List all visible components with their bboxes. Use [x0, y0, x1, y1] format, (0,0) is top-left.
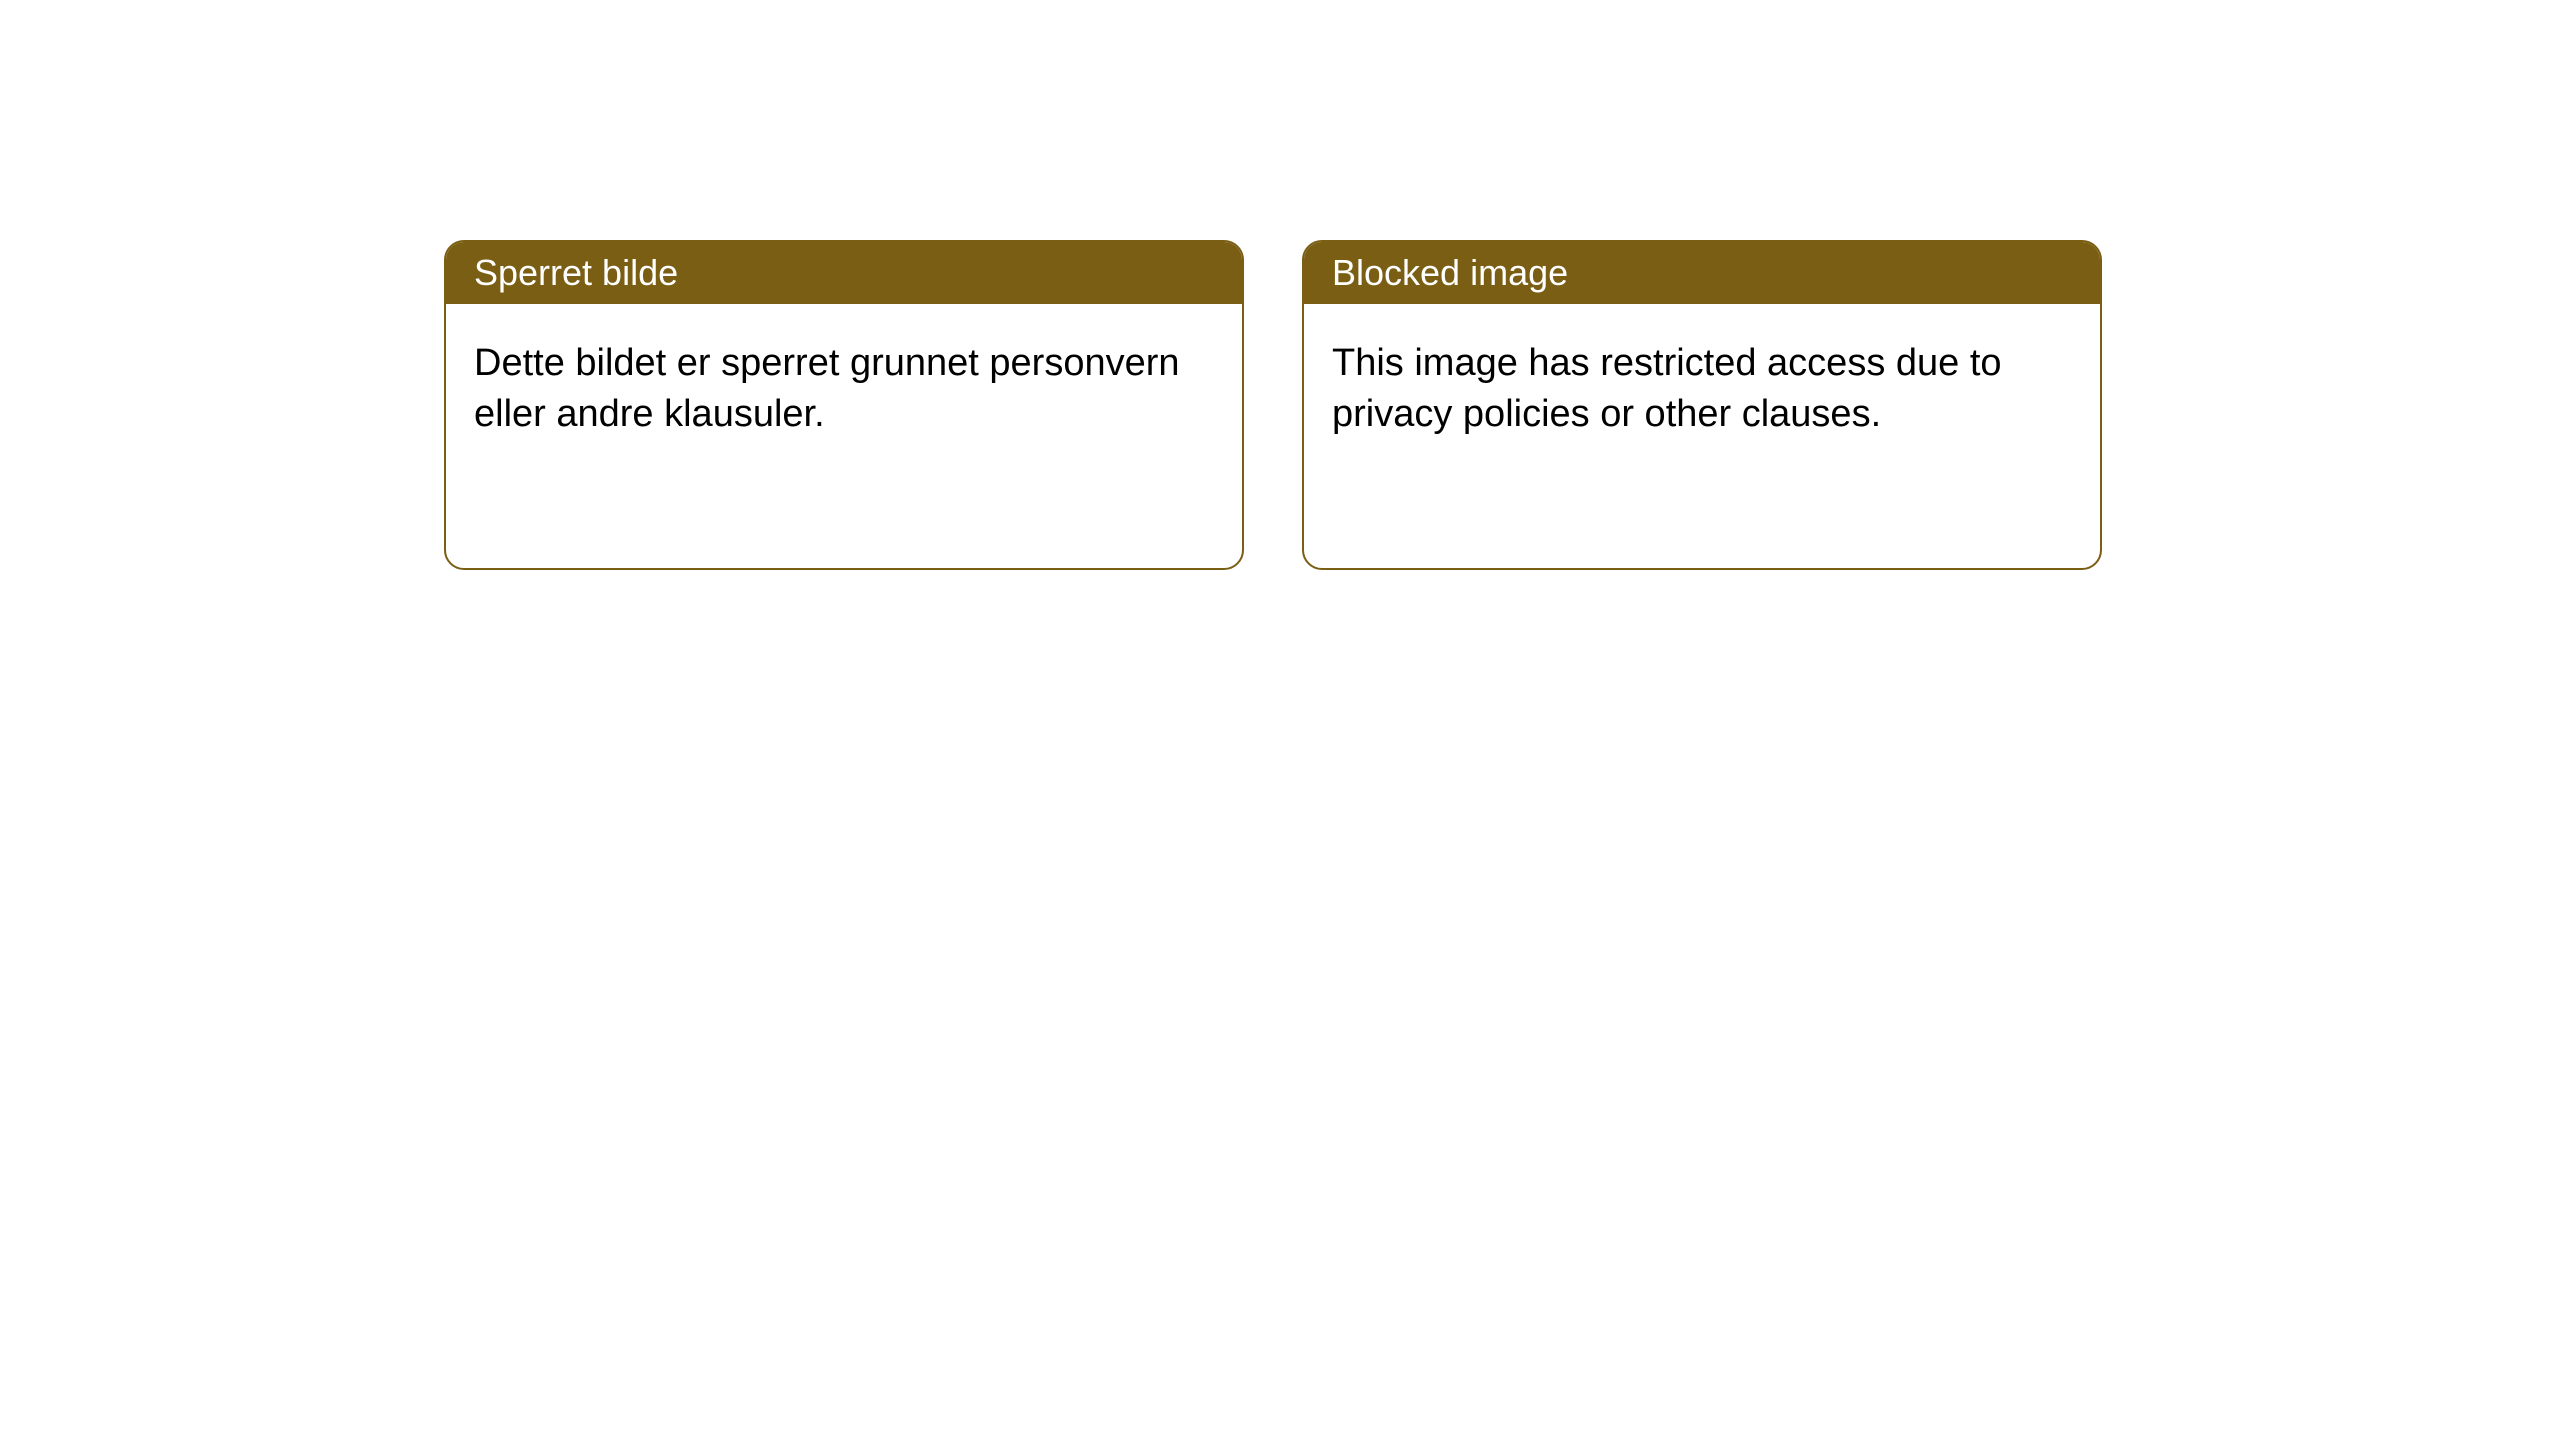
- notice-cards-container: Sperret bilde Dette bildet er sperret gr…: [444, 240, 2102, 570]
- card-header-english: Blocked image: [1304, 242, 2100, 304]
- card-header-norwegian: Sperret bilde: [446, 242, 1242, 304]
- card-body-english: This image has restricted access due to …: [1304, 304, 2100, 475]
- card-body-norwegian: Dette bildet er sperret grunnet personve…: [446, 304, 1242, 475]
- notice-card-norwegian: Sperret bilde Dette bildet er sperret gr…: [444, 240, 1244, 570]
- notice-card-english: Blocked image This image has restricted …: [1302, 240, 2102, 570]
